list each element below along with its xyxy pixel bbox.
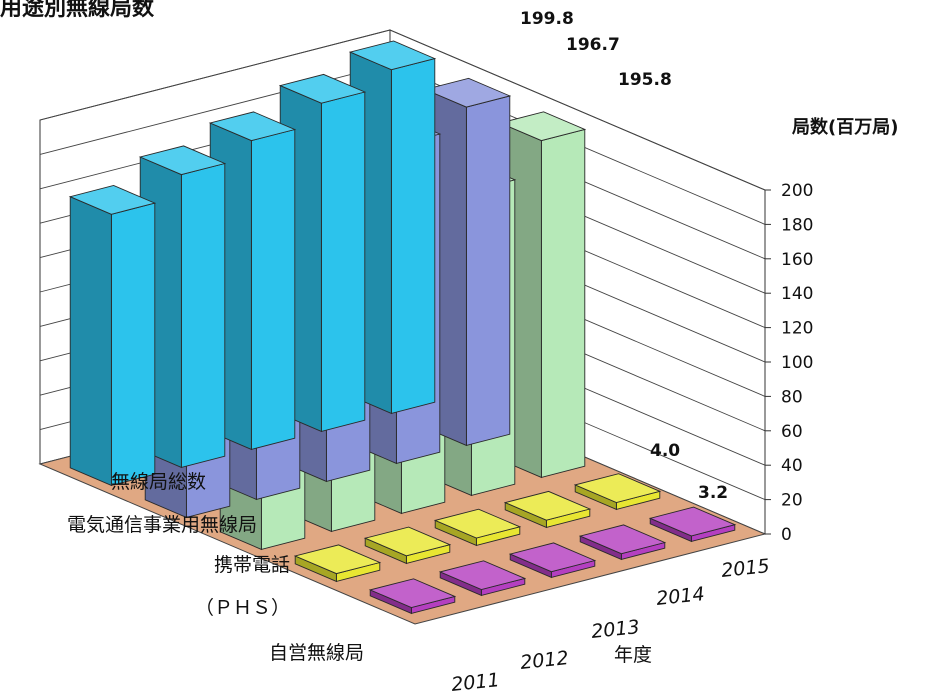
series-label: 無線局総数	[111, 471, 206, 493]
bar-top	[293, 544, 382, 575]
y-tick-label: 200	[781, 181, 813, 201]
y-tick-label: 60	[781, 422, 803, 442]
y-tick-label: 120	[781, 319, 813, 339]
bar	[320, 91, 366, 432]
series-label: （ＰＨＳ）	[195, 597, 290, 619]
data-label: 196.7	[566, 35, 620, 55]
y-tick-label: 20	[781, 491, 803, 511]
data-label: 4.0	[650, 441, 680, 461]
bar	[465, 95, 511, 446]
x-tick-label: 2012	[519, 647, 569, 674]
bar-top	[503, 490, 592, 521]
bar-top	[138, 145, 227, 176]
y-tick-label: 40	[781, 456, 803, 476]
data-label: 199.8	[520, 9, 574, 29]
bar	[390, 58, 436, 414]
data-label: 195.8	[618, 70, 672, 90]
x-tick-label: 2013	[590, 616, 640, 643]
bar-top	[438, 560, 527, 590]
chart-title: 用途別無線局数	[0, 0, 155, 21]
gridline	[39, 29, 766, 191]
x-axis-label: 年度	[614, 644, 652, 666]
series-label: 携帯電話	[214, 554, 290, 576]
bar-top	[578, 524, 667, 555]
bar-top	[433, 508, 522, 539]
x-tick-label: 2015	[720, 555, 770, 582]
bar	[540, 128, 586, 478]
series-label: 電気通信事業用無線局	[67, 514, 257, 536]
bar-top	[348, 40, 437, 71]
bar	[110, 202, 156, 486]
bar-top	[368, 578, 457, 608]
bar-top	[208, 111, 297, 142]
bar-top	[573, 473, 662, 503]
y-axis-unit-label: 局数(百万局)	[792, 116, 898, 138]
y-tick-label: 100	[781, 353, 813, 373]
y-tick-label: 180	[781, 215, 813, 235]
y-tick-label: 160	[781, 250, 813, 270]
y-tick-label: 0	[781, 525, 792, 545]
x-tick-label: 2011	[450, 669, 500, 696]
bar	[250, 128, 296, 450]
bar-top	[278, 73, 367, 104]
y-tick-label: 80	[781, 387, 803, 407]
bar	[180, 162, 226, 468]
bar-top	[363, 526, 452, 557]
y-tick-label: 140	[781, 284, 813, 304]
bar-top	[68, 185, 157, 215]
x-tick-label: 2014	[655, 583, 705, 610]
bar-top	[648, 506, 737, 537]
series-label: 自営無線局	[269, 642, 364, 664]
data-label: 3.2	[698, 483, 728, 503]
bar-side	[69, 196, 112, 487]
bar-top	[508, 542, 597, 573]
